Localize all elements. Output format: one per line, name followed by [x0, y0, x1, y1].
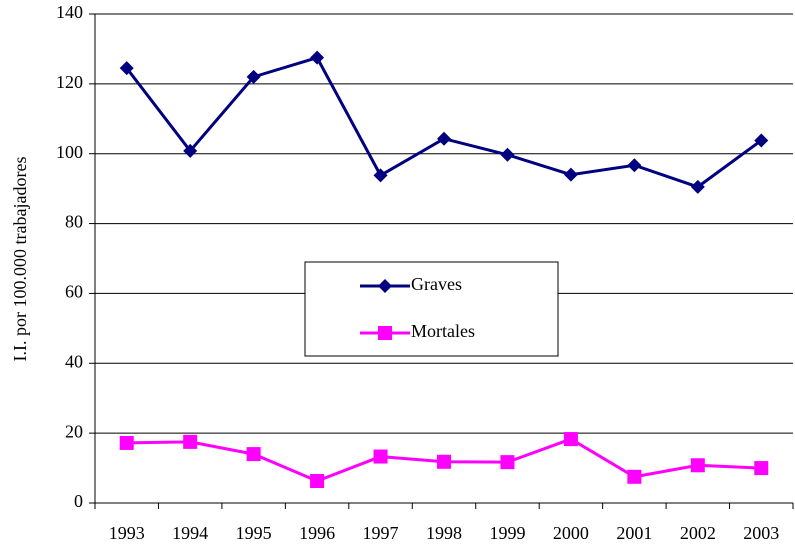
data-point	[500, 455, 515, 470]
data-point	[183, 434, 198, 449]
y-tick-label: 100	[56, 142, 83, 162]
x-tick-label: 1999	[489, 523, 525, 543]
legend-label: Mortales	[411, 321, 475, 341]
data-point	[310, 50, 325, 65]
data-point	[437, 131, 451, 146]
data-point	[690, 179, 705, 194]
legend-marker	[378, 279, 392, 293]
y-axis-label: I.I. por 100.000 trabajadores	[10, 157, 30, 362]
x-tick-label: 1997	[363, 523, 399, 543]
x-tick-label: 1993	[109, 523, 145, 543]
x-tick-label: 2002	[680, 523, 716, 543]
data-point	[183, 143, 198, 158]
data-point	[563, 167, 578, 182]
data-point	[754, 461, 769, 476]
data-point	[437, 454, 451, 469]
x-tick-label: 1995	[236, 523, 272, 543]
data-point	[310, 473, 325, 488]
data-point	[373, 168, 388, 183]
y-tick-label: 60	[65, 282, 83, 302]
y-tick-label: 120	[56, 72, 83, 92]
x-tick-label: 1998	[426, 523, 462, 543]
series-line	[125, 55, 763, 189]
x-tick-label: 2001	[616, 523, 652, 543]
data-point	[627, 158, 642, 173]
x-tick-label: 1996	[299, 523, 335, 543]
data-point	[246, 447, 261, 462]
data-point	[500, 147, 515, 162]
legend	[304, 261, 559, 357]
y-tick-label: 40	[65, 351, 83, 371]
x-tick-label: 1994	[172, 523, 208, 543]
data-point	[373, 449, 388, 464]
data-point	[119, 435, 134, 450]
x-tick-label: 2000	[553, 523, 589, 543]
y-tick-label: 0	[74, 491, 83, 511]
legend-marker	[378, 326, 392, 340]
y-tick-label: 20	[65, 421, 83, 441]
data-point	[246, 69, 261, 84]
legend-label: Graves	[411, 274, 462, 294]
data-point	[754, 133, 769, 148]
data-point	[690, 458, 705, 473]
data-point	[119, 61, 134, 76]
data-point	[563, 432, 578, 447]
y-tick-label: 80	[65, 212, 83, 232]
y-tick-label: 140	[56, 2, 83, 22]
x-tick-label: 2003	[743, 523, 779, 543]
data-point	[627, 469, 642, 484]
